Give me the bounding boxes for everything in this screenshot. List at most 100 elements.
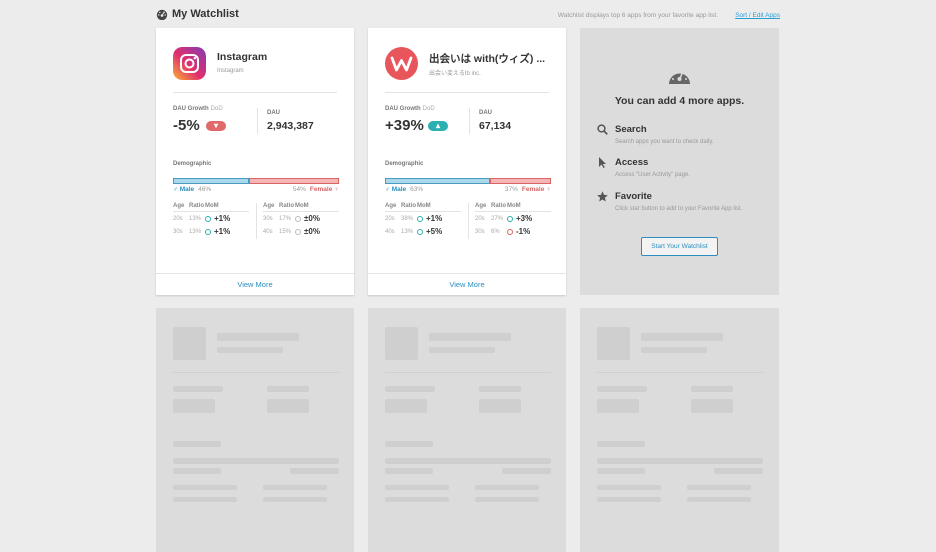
placeholder-card bbox=[580, 308, 779, 552]
table-row: 30s 17% ±0% bbox=[263, 214, 320, 223]
trend-up-badge: ▴ bbox=[428, 121, 448, 131]
skeleton-bar bbox=[597, 458, 763, 464]
sort-edit-apps-link[interactable]: Sort / Edit Apps bbox=[735, 12, 780, 19]
skeleton-block bbox=[597, 399, 639, 413]
feature-title: Access bbox=[615, 157, 649, 168]
dau-value: 2,943,387 bbox=[267, 120, 314, 132]
app-company: 出会い変えるIb inc. bbox=[429, 71, 481, 77]
skeleton-line bbox=[641, 333, 723, 341]
trend-flat-icon bbox=[295, 215, 301, 222]
dau-growth-label: DAU Growth DoD bbox=[173, 106, 223, 112]
table-row: 40s 15% ±0% bbox=[263, 227, 320, 236]
skeleton-line bbox=[385, 497, 449, 502]
skeleton-line bbox=[687, 485, 751, 490]
dau-growth-label: DAU Growth DoD bbox=[385, 106, 435, 112]
skeleton-line bbox=[597, 485, 661, 490]
skeleton-line bbox=[429, 333, 511, 341]
skeleton-block bbox=[173, 399, 215, 413]
divider bbox=[469, 108, 470, 134]
dau-growth-value: +39% bbox=[385, 117, 424, 134]
gender-legend: ♂ Male 46% 54% Female ♀ bbox=[173, 186, 339, 196]
skeleton-line bbox=[263, 485, 327, 490]
skeleton-block bbox=[691, 399, 733, 413]
dau-value: 67,134 bbox=[479, 120, 512, 132]
skeleton-line bbox=[267, 386, 309, 392]
dau-label: DAU bbox=[479, 110, 492, 116]
table-row: 20s 13% +1% bbox=[173, 214, 231, 223]
app-name[interactable]: 出会いは with(ウィズ) ... bbox=[429, 53, 546, 65]
female-age-table: Age Ratio MoM 20s 27% +3% 30s 6% -1% bbox=[475, 203, 551, 238]
skeleton-line bbox=[385, 441, 433, 447]
skeleton-line bbox=[691, 386, 733, 392]
skeleton-line bbox=[173, 441, 221, 447]
divider bbox=[385, 92, 549, 93]
demographic-label: Demographic bbox=[173, 161, 212, 167]
male-share-bar bbox=[385, 178, 490, 184]
male-age-table: Age Ratio MoM 20s 38% +1% 40s 13% +5% bbox=[385, 203, 461, 238]
title-wrap: My Watchlist bbox=[156, 8, 239, 20]
skeleton-line bbox=[597, 497, 661, 502]
trend-flat-icon bbox=[295, 228, 301, 235]
app-name[interactable]: Instagram bbox=[217, 51, 268, 63]
female-percent: 54% bbox=[292, 186, 306, 193]
star-icon bbox=[597, 191, 608, 202]
divider bbox=[173, 92, 337, 93]
skeleton-icon bbox=[173, 327, 206, 360]
skeleton-icon bbox=[385, 327, 418, 360]
female-age-table: Age Ratio MoM 30s 17% ±0% 40s 15% ±0% bbox=[263, 203, 339, 238]
watchlist-header: My Watchlist Watchlist displays top 6 ap… bbox=[156, 8, 780, 24]
skeleton-line bbox=[290, 468, 339, 474]
male-icon: ♂ bbox=[385, 186, 390, 193]
watchlist-description: Watchlist displays top 6 apps from your … bbox=[557, 12, 718, 19]
skeleton-bar bbox=[385, 458, 551, 464]
skeleton-line bbox=[263, 497, 327, 502]
skeleton-line bbox=[173, 386, 223, 392]
view-more-button[interactable]: View More bbox=[156, 273, 354, 295]
trend-down-icon bbox=[507, 228, 513, 235]
male-percent: 63% bbox=[410, 186, 424, 193]
skeleton-line bbox=[641, 347, 707, 353]
placeholder-card bbox=[368, 308, 566, 552]
skeleton-line bbox=[714, 468, 763, 474]
skeleton-block bbox=[267, 399, 309, 413]
skeleton-line bbox=[173, 485, 237, 490]
skeleton-line bbox=[687, 497, 751, 502]
start-watchlist-button[interactable]: Start Your Watchlist bbox=[641, 237, 718, 256]
table-row: 20s 38% +1% bbox=[385, 214, 443, 223]
skeleton-line bbox=[597, 468, 645, 474]
skeleton-line bbox=[217, 347, 283, 353]
app-company: Instagram bbox=[217, 68, 244, 74]
dau-growth-value: -5% bbox=[173, 117, 200, 134]
feature-description: Click star button to add to your Favorit… bbox=[615, 206, 743, 212]
female-legend: 54% Female ♀ bbox=[292, 186, 339, 193]
divider bbox=[256, 203, 257, 239]
table-row: 20s 27% +3% bbox=[475, 214, 533, 223]
placeholder-card bbox=[156, 308, 354, 552]
add-apps-title: You can add 4 more apps. bbox=[614, 95, 745, 107]
gauge-icon bbox=[669, 70, 690, 84]
trend-up-icon bbox=[205, 215, 211, 222]
female-legend: 37% Female ♀ bbox=[504, 186, 551, 193]
gender-ratio-bar bbox=[385, 178, 551, 184]
view-more-button[interactable]: View More bbox=[368, 273, 566, 295]
trend-up-icon bbox=[507, 215, 513, 222]
dau-label: DAU bbox=[267, 110, 280, 116]
female-share-bar bbox=[489, 178, 551, 184]
feature-title: Search bbox=[615, 124, 647, 135]
male-legend: ♂ Male 63% bbox=[385, 186, 424, 193]
female-icon: ♀ bbox=[334, 186, 339, 193]
trend-up-icon bbox=[417, 228, 423, 235]
skeleton-line bbox=[597, 441, 645, 447]
table-row: 30s 6% -1% bbox=[475, 227, 531, 236]
skeleton-block bbox=[385, 399, 427, 413]
cursor-icon bbox=[599, 157, 606, 168]
trend-up-icon bbox=[205, 228, 211, 235]
skeleton-line bbox=[385, 485, 449, 490]
female-icon: ♀ bbox=[546, 186, 551, 193]
trend-down-badge: ▾ bbox=[206, 121, 226, 131]
gender-ratio-bar bbox=[173, 178, 339, 184]
search-icon bbox=[597, 124, 608, 135]
male-share-bar bbox=[173, 178, 250, 184]
app-card-with: 出会いは with(ウィズ) ... 出会い変えるIb inc. DAU Gro… bbox=[368, 28, 566, 295]
female-share-bar bbox=[249, 178, 339, 184]
